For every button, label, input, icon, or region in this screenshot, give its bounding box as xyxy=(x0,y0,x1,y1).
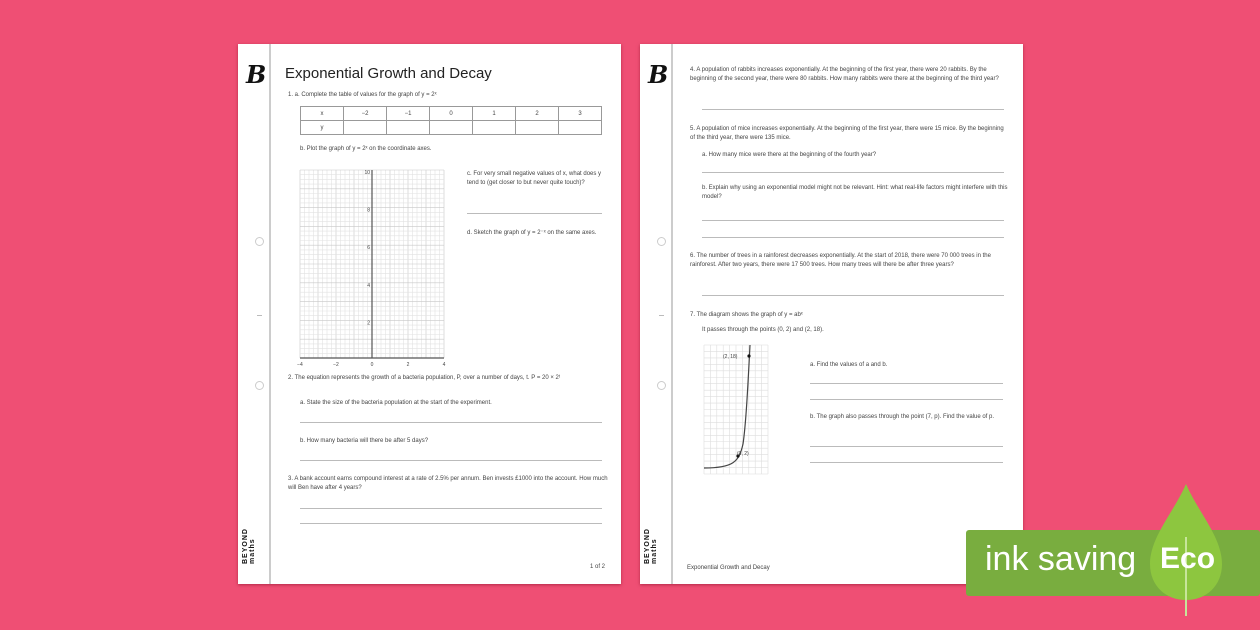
x-tick-label: 0 xyxy=(371,362,374,368)
answer-line xyxy=(702,220,1004,221)
question-5: 5. A population of mice increases expone… xyxy=(690,126,1004,141)
table-cell[interactable] xyxy=(472,120,516,135)
brand-vertical: BEYOND maths xyxy=(644,528,658,564)
answer-line xyxy=(300,523,602,524)
table-cell[interactable] xyxy=(558,120,602,135)
brand-vertical: BEYOND maths xyxy=(242,528,256,564)
answer-line xyxy=(300,460,602,461)
question-2b: b. How many bacteria will there be after… xyxy=(300,438,429,444)
question-7b: b. The graph also passes through the poi… xyxy=(810,414,995,420)
table-cell[interactable] xyxy=(343,120,387,135)
question-6: 6. The number of trees in a rainforest d… xyxy=(690,253,991,268)
point-label: (0, 2) xyxy=(737,451,749,457)
question-7: 7. The diagram shows the graph of y = ab… xyxy=(690,312,803,318)
table-cell[interactable] xyxy=(429,120,473,135)
point-2-18 xyxy=(747,354,751,358)
fold-mark xyxy=(257,315,262,316)
page-number: 1 of 2 xyxy=(590,564,606,570)
question-1c: c. For very small negative values of x, … xyxy=(467,171,602,186)
point-label: (2, 18) xyxy=(723,354,738,360)
answer-line xyxy=(702,237,1004,238)
question-1d: d. Sketch the graph of y = 2⁻ˣ on the sa… xyxy=(467,230,597,236)
question-1a: 1. a. Complete the table of values for t… xyxy=(288,92,437,98)
y-tick-label: 10 xyxy=(364,170,370,176)
y-tick-label: 8 xyxy=(367,208,370,214)
punch-hole xyxy=(657,237,666,246)
leaf-icon xyxy=(1150,484,1222,616)
x-tick-label: −4 xyxy=(297,362,303,368)
question-2a: a. State the size of the bacteria popula… xyxy=(300,400,492,406)
table-cell: x xyxy=(300,106,344,121)
answer-line xyxy=(810,383,1003,384)
table-cell: −2 xyxy=(343,106,387,121)
punch-hole xyxy=(657,381,666,390)
x-tick-label: 2 xyxy=(407,362,410,368)
fold-mark xyxy=(659,315,664,316)
question-3: 3. A bank account earns compound interes… xyxy=(288,476,608,491)
exponential-graph xyxy=(703,344,769,475)
answer-line xyxy=(702,295,1004,296)
margin-line xyxy=(671,44,673,584)
question-5a: a. How many mice were there at the begin… xyxy=(702,152,877,158)
worksheet-page-1: B BEYOND maths Exponential Growth and De… xyxy=(238,44,621,584)
margin-line xyxy=(269,44,271,584)
worksheet-page-2: B BEYOND maths 4. A population of rabbit… xyxy=(640,44,1023,584)
values-table: x −2 −1 0 1 2 3 y xyxy=(300,106,602,135)
question-2: 2. The equation represents the growth of… xyxy=(288,375,561,381)
logo: B xyxy=(648,60,669,89)
y-tick-label: 2 xyxy=(367,320,370,326)
table-cell: 3 xyxy=(558,106,602,121)
answer-line xyxy=(300,422,602,423)
footer-title: Exponential Growth and Decay xyxy=(687,565,770,571)
answer-line xyxy=(702,109,1004,110)
punch-hole xyxy=(255,237,264,246)
point-0-2 xyxy=(736,454,740,458)
eco-label: Eco xyxy=(1160,542,1216,575)
table-cell: 1 xyxy=(472,106,516,121)
question-4: 4. A population of rabbits increases exp… xyxy=(690,67,999,82)
table-cell: y xyxy=(300,120,344,135)
answer-line xyxy=(810,462,1003,463)
question-5b: b. Explain why using an exponential mode… xyxy=(702,185,1008,200)
answer-line xyxy=(810,446,1003,447)
question-1b: b. Plot the graph of y = 2ˣ on the coord… xyxy=(300,146,432,152)
page-title: Exponential Growth and Decay xyxy=(285,65,492,82)
ink-saving-label: ink saving xyxy=(985,540,1137,578)
question-7a: a. Find the values of a and b. xyxy=(810,362,888,368)
punch-hole xyxy=(255,381,264,390)
table-cell: −1 xyxy=(386,106,430,121)
answer-line xyxy=(300,508,602,509)
x-tick-label: 4 xyxy=(443,362,446,368)
logo: B xyxy=(246,60,267,89)
answer-line xyxy=(702,172,1004,173)
x-tick-label: −2 xyxy=(333,362,339,368)
curve xyxy=(703,344,751,469)
coordinate-grid: −4 −2 0 2 4 2 4 6 8 10 xyxy=(297,169,446,368)
y-tick-label: 4 xyxy=(367,283,370,289)
table-cell[interactable] xyxy=(515,120,559,135)
y-tick-label: 6 xyxy=(367,245,370,251)
table-cell[interactable] xyxy=(386,120,430,135)
answer-line xyxy=(810,399,1003,400)
question-7-sub: It passes through the points (0, 2) and … xyxy=(702,327,824,333)
table-cell: 0 xyxy=(429,106,473,121)
answer-line xyxy=(467,213,602,214)
table-cell: 2 xyxy=(515,106,559,121)
